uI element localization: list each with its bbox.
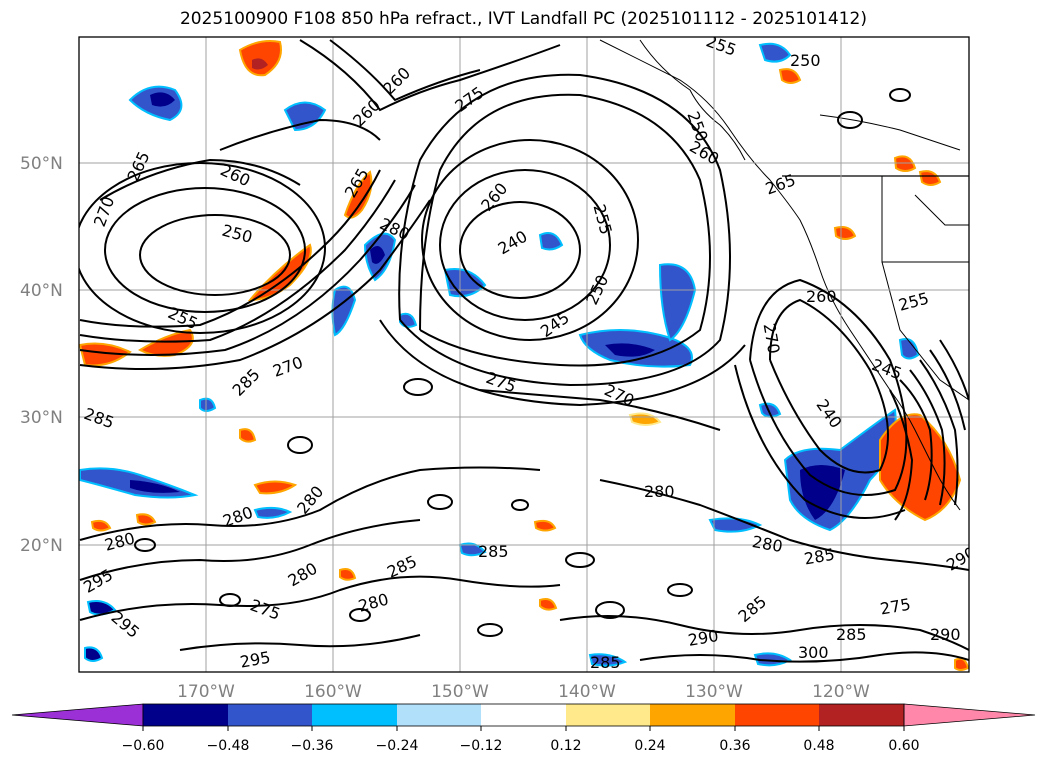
latitude-labels: 50°N 40°N 30°N 20°N xyxy=(20,154,63,556)
longitude-labels: 170°W 160°W 150°W 140°W 130°W 120°W xyxy=(177,682,870,702)
colorbar-extend-low xyxy=(11,703,144,727)
colorbar-segment xyxy=(228,704,312,726)
colorbar-tick-label: −0.60 xyxy=(122,738,165,754)
refractivity-contours xyxy=(79,39,969,663)
colorbar-segment xyxy=(650,704,735,726)
colorbar-tick-label: 0.24 xyxy=(634,738,665,754)
lon-label-160w: 160°W xyxy=(304,682,362,702)
contour-label: 285 xyxy=(836,625,867,644)
colorbar-segment xyxy=(819,704,904,726)
contour-label: 285 xyxy=(478,542,509,561)
colorbar-tick-label: 0.36 xyxy=(719,738,750,754)
contour-label: 280 xyxy=(644,482,675,501)
lat-label-20n: 20°N xyxy=(20,536,63,556)
colorbar: −0.60 −0.48 −0.36 −0.24 −0.12 0.12 0.24 … xyxy=(11,703,1036,754)
lon-label-130w: 130°W xyxy=(685,682,743,702)
colorbar-extend-high xyxy=(903,703,1036,727)
colorbar-tick-label: −0.48 xyxy=(207,738,250,754)
map-plot-area: 270 265 260 260 275 255 250 260 265 260 … xyxy=(78,36,970,673)
contour-label: 300 xyxy=(798,643,829,662)
colorbar-tick-label: 0.48 xyxy=(803,738,834,754)
colorbar-segment xyxy=(566,704,650,726)
colorbar-segment xyxy=(397,704,481,726)
contour-label: 285 xyxy=(590,653,621,672)
colorbar-tick-label: −0.36 xyxy=(291,738,334,754)
lon-label-120w: 120°W xyxy=(812,682,870,702)
lon-label-170w: 170°W xyxy=(177,682,235,702)
contour-label: 290 xyxy=(930,625,961,644)
colorbar-tick-label: −0.24 xyxy=(376,738,419,754)
lon-label-140w: 140°W xyxy=(558,682,616,702)
lat-label-30n: 30°N xyxy=(20,408,63,428)
lon-label-150w: 150°W xyxy=(431,682,489,702)
contour-label: 250 xyxy=(790,51,821,70)
colorbar-segment xyxy=(481,704,566,726)
map-frame xyxy=(78,36,970,673)
colorbar-tick-label: 0.60 xyxy=(888,738,919,754)
map-title: 2025100900 F108 850 hPa refract., IVT La… xyxy=(179,9,867,29)
colorbar-tick-label: 0.12 xyxy=(550,738,581,754)
positive-anomaly-shading xyxy=(79,40,969,671)
colorbar-segment xyxy=(312,704,397,726)
negative-anomaly-shading xyxy=(79,42,920,667)
lat-label-40n: 40°N xyxy=(20,281,63,301)
colorbar-segment xyxy=(143,704,228,726)
graticule xyxy=(79,37,969,672)
contour-label: 260 xyxy=(806,287,837,306)
lat-label-50n: 50°N xyxy=(20,154,63,174)
colorbar-segment xyxy=(735,704,819,726)
colorbar-tick-label: −0.12 xyxy=(460,738,503,754)
